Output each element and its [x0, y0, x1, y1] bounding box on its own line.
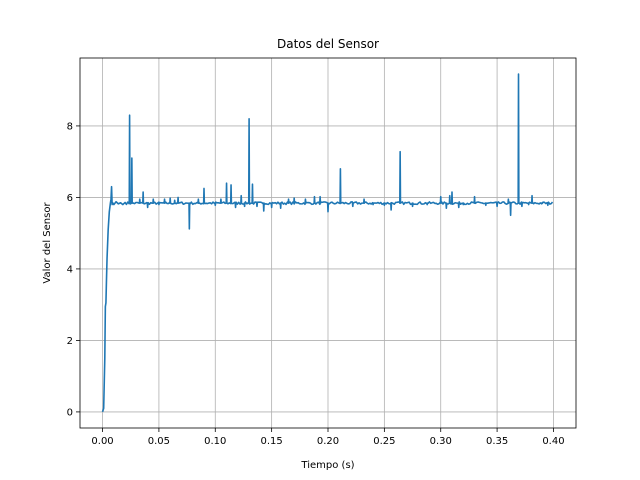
- y-axis-ticks: 0 2 4 6 8: [67, 121, 80, 418]
- x-tick-label: 0.00: [91, 436, 113, 447]
- x-tick-label: 0.20: [317, 436, 339, 447]
- y-tick-label: 6: [67, 193, 73, 204]
- x-axis-label: Tiempo (s): [300, 460, 354, 471]
- series-group: [101, 73, 554, 413]
- y-tick-label: 2: [67, 336, 73, 347]
- x-tick-label: 0.30: [430, 436, 452, 447]
- grid-lines: [80, 58, 576, 428]
- y-tick-label: 8: [67, 121, 73, 132]
- x-tick-label: 0.05: [148, 436, 170, 447]
- x-tick-label: 0.15: [261, 436, 283, 447]
- x-tick-label: 0.40: [542, 436, 564, 447]
- sensor-series-line: [101, 73, 554, 413]
- y-tick-label: 4: [67, 264, 73, 275]
- x-axis-ticks: 0.00 0.05 0.10 0.15 0.20 0.25 0.30 0.35 0.40: [91, 428, 565, 447]
- x-tick-label: 0.25: [373, 436, 395, 447]
- y-tick-label: 0: [67, 407, 73, 418]
- chart-title: Datos del Sensor: [277, 37, 379, 51]
- y-axis-label: Valor del Sensor: [42, 202, 53, 284]
- x-tick-label: 0.10: [204, 436, 226, 447]
- x-tick-label: 0.35: [486, 436, 508, 447]
